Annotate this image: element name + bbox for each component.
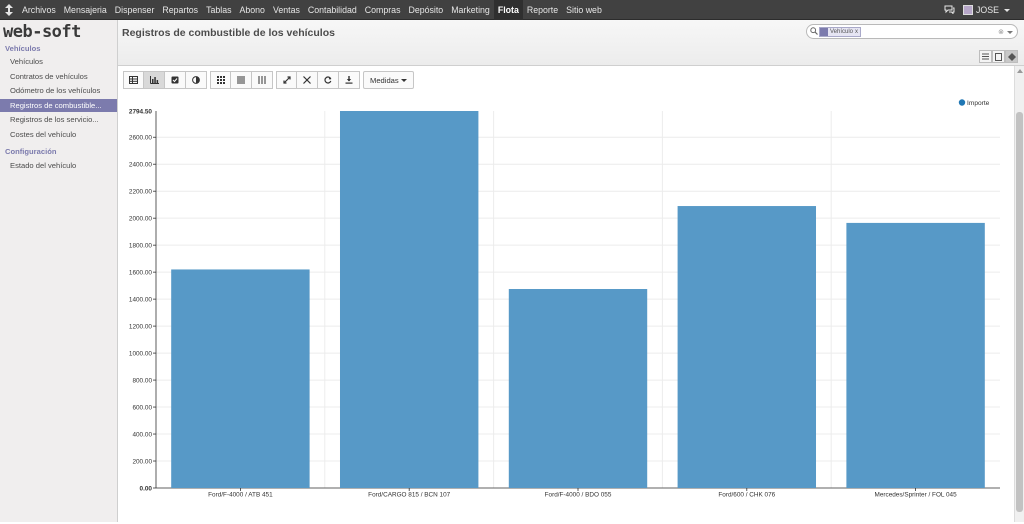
menu-item-flota[interactable]: Flota <box>493 0 523 20</box>
filter-icon <box>820 28 828 36</box>
scrollbar-thumb[interactable] <box>1016 112 1023 512</box>
vertical-scrollbar[interactable] <box>1014 66 1024 522</box>
clear-icon[interactable]: ⊗ <box>998 29 1004 36</box>
menu-item-repartos[interactable]: Repartos <box>162 4 199 15</box>
menu-item-marketing[interactable]: Marketing <box>451 4 490 15</box>
x-tick-label: Mercedes/Sprinter / FOL 045 <box>875 492 958 499</box>
sidebar-section-config: Configuración <box>5 147 57 156</box>
menu-item-abono[interactable]: Abono <box>239 4 265 15</box>
graph-mode-group <box>123 71 207 89</box>
y-tick-label: 2600.00 <box>129 135 153 142</box>
y-tick-label: 2000.00 <box>129 216 153 223</box>
bar-5 <box>846 222 985 488</box>
chevron-down-icon <box>400 78 407 82</box>
sidebar-item-6[interactable]: Costes del vehículo <box>10 130 77 139</box>
y-tick-label: 2400.00 <box>129 162 153 169</box>
search-icon <box>810 27 818 37</box>
expand-icon[interactable] <box>276 71 297 89</box>
y-tick-label: 1000.00 <box>129 351 153 358</box>
y-tick-label: 1600.00 <box>129 270 153 277</box>
menu-item-tablas[interactable]: Tablas <box>206 4 232 15</box>
measures-dropdown-button[interactable]: Medidas <box>363 71 414 89</box>
page-title: Registros de combustible de los vehículo… <box>122 27 335 39</box>
sidebar-item-1[interactable]: Vehículos <box>10 57 43 66</box>
graph-actions-group <box>276 71 360 89</box>
menu-item-contabilidad[interactable]: Contabilidad <box>307 4 357 15</box>
top-menu-bar: Archivos Mensajeria Dispenser Repartos Tabla… <box>0 0 1024 20</box>
pivot-mode-button[interactable] <box>123 71 144 89</box>
y-max-label: 2794.50 <box>129 109 153 116</box>
chevron-down-icon <box>1004 8 1010 12</box>
y-tick-label: 1400.00 <box>129 297 153 304</box>
bar-2 <box>339 111 479 488</box>
pie-chart-mode-button[interactable] <box>186 71 207 89</box>
sidebar-config-item-1[interactable]: Estado del vehículo <box>10 161 77 170</box>
graph-view-button[interactable] <box>1005 50 1018 63</box>
y-tick-label: 200.00 <box>132 459 152 466</box>
menu-item-archivos[interactable]: Archivos <box>22 4 56 15</box>
download-icon[interactable] <box>339 71 360 89</box>
menu-item-reporte[interactable]: Reporte <box>526 4 559 15</box>
bar-chart: 0.00 200.00 400.00 600.00 800.00 1000.00 1200.… <box>129 99 1000 499</box>
x-tick-label: Ford/F-4000 / BDO 055 <box>545 492 612 499</box>
refresh-icon[interactable] <box>318 71 339 89</box>
facet-remove-icon[interactable]: x <box>855 29 859 35</box>
sidebar-section-vehicles: Vehículos <box>5 44 41 53</box>
menu-item-ventas[interactable]: Ventas <box>272 4 300 15</box>
menu-item-depósito[interactable]: Depósito <box>408 4 444 15</box>
x-tick-label: Ford/600 / CHK 076 <box>718 492 775 499</box>
bar-chart-container: 0.00 200.00 400.00 600.00 800.00 1000.00 1200.… <box>118 92 1014 522</box>
sidebar-item-2[interactable]: Contratos de vehículos <box>10 71 88 81</box>
sidebar-item-3[interactable]: Odómetro de los vehículos <box>10 86 101 96</box>
bar-4 <box>677 206 817 488</box>
bar-1 <box>171 269 310 488</box>
search-facet[interactable]: Vehículo x <box>819 27 862 37</box>
user-menu[interactable]: JOSE <box>963 5 1010 15</box>
legend-label: Importe <box>967 100 990 107</box>
chat-icon[interactable] <box>944 5 955 16</box>
list-view-button[interactable] <box>979 50 992 63</box>
x-tick-label: Ford/CARGO 815 / BCN 107 <box>368 492 450 499</box>
menu-item-dispenser[interactable]: Dispenser <box>114 4 155 15</box>
legend-marker <box>958 99 966 106</box>
view-switcher <box>979 50 1018 63</box>
brand-logo: web-soft <box>3 22 81 42</box>
y-tick-label: 1800.00 <box>129 243 153 250</box>
app-switcher-icon[interactable] <box>0 0 18 20</box>
y-tick-label: 600.00 <box>132 405 152 412</box>
menu-item-compras[interactable]: Compras <box>364 4 401 15</box>
fullscreen-icon[interactable] <box>297 71 318 89</box>
menu-item-mensajeria[interactable]: Mensajeria <box>63 4 107 15</box>
search-options-caret-icon[interactable] <box>1007 31 1013 34</box>
y-tick-label: 800.00 <box>132 378 152 385</box>
measures-label: Medidas <box>370 75 399 85</box>
y-tick-label: 400.00 <box>132 432 152 439</box>
y-tick-label: 2200.00 <box>129 189 153 196</box>
avatar <box>963 5 974 15</box>
columns-grid-button[interactable] <box>210 71 231 89</box>
main-menu: Archivos Mensajeria Dispenser Repartos Tabla… <box>18 0 606 20</box>
graph-stack-group <box>210 71 273 89</box>
sidebar-item-5[interactable]: Registros de los servicio... <box>10 115 99 125</box>
bar-chart-mode-button[interactable] <box>144 71 165 89</box>
y-tick-label: 0.00 <box>140 486 153 493</box>
columns-list-button[interactable] <box>252 71 273 89</box>
user-name: JOSE <box>976 5 999 15</box>
view-header: Registros de combustible de los vehículo… <box>118 20 1024 66</box>
y-tick-label: 1200.00 <box>129 324 153 331</box>
rows-list-button[interactable] <box>231 71 252 89</box>
menu-item-sitio-web[interactable]: Sitio web <box>566 4 602 15</box>
form-view-button[interactable] <box>992 50 1005 63</box>
sidebar-item-4[interactable]: Registros de combustible... <box>0 98 117 112</box>
graph-toolbar: Medidas <box>123 71 414 89</box>
search-input[interactable]: Vehículo x ⊗ <box>806 24 1018 39</box>
scroll-up-icon[interactable] <box>1017 69 1023 73</box>
sidebar: web-soft Vehículos Vehículos Contratos de… <box>0 20 118 522</box>
bar-3 <box>508 289 648 488</box>
search-facet-label: Vehículo <box>830 29 854 35</box>
line-chart-mode-button[interactable] <box>165 71 186 89</box>
x-tick-label: Ford/F-4000 / ATB 451 <box>208 492 273 499</box>
